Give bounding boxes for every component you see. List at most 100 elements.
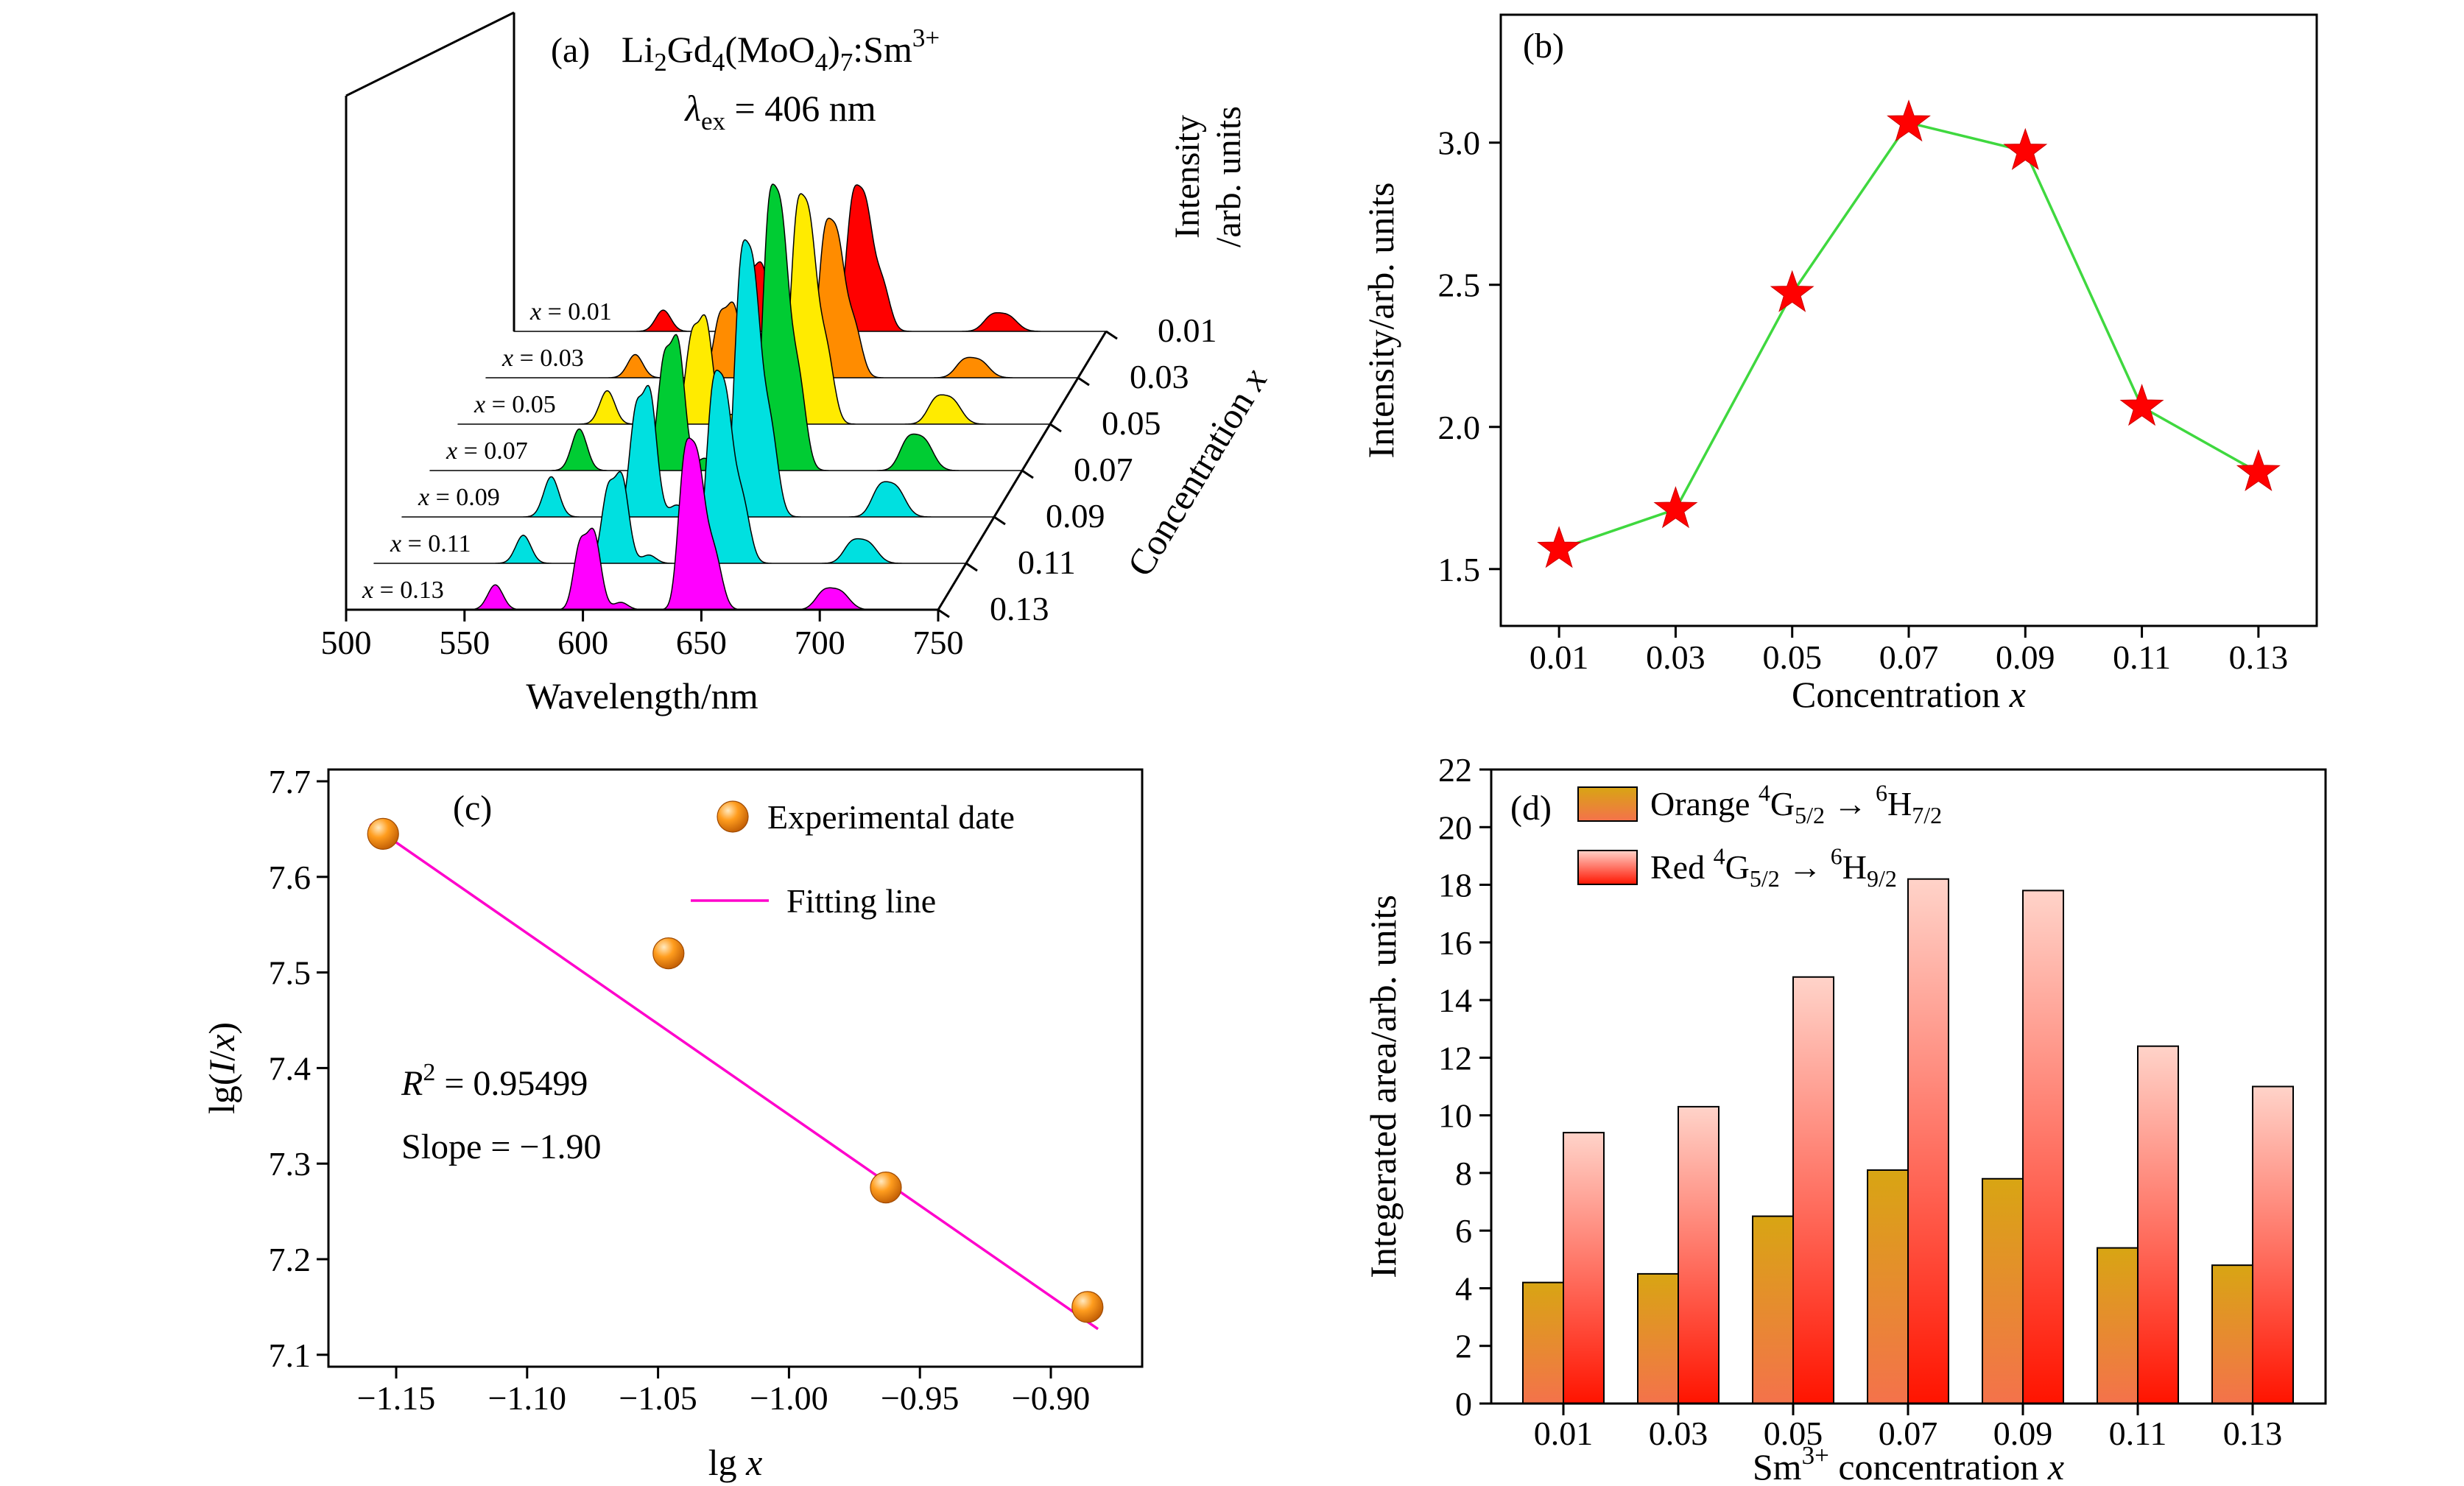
y-tick-label: 2.0 — [1438, 409, 1481, 446]
star-marker — [2119, 384, 2164, 426]
z-tick-label: 0.13 — [990, 590, 1049, 627]
line-plot: 1.5 2.0 2.5 3.0 0.01 0.03 0.05 0.07 0.09 0.11 0.13… — [1360, 13, 2318, 715]
y-axis-title: lg(I/x) — [201, 1022, 242, 1114]
data-point-sphere — [870, 1172, 902, 1204]
y-tick-label: 2 — [1455, 1328, 1472, 1365]
r-squared-annotation: R2 = 0.95499 — [401, 1059, 588, 1103]
spectrum-label: x = 0.07 — [446, 437, 528, 465]
y-tick-label: 16 — [1438, 924, 1472, 962]
x-tick-label: −0.95 — [881, 1379, 959, 1417]
y-axis-title: Intensity — [1168, 115, 1207, 239]
data-point-sphere — [367, 817, 399, 850]
z-tick-label: 0.01 — [1158, 311, 1217, 349]
y-tick-label: 7.4 — [269, 1049, 311, 1087]
x-tick-label: 0.01 — [1530, 638, 1589, 676]
x-tick-label: 700 — [795, 624, 845, 661]
panel-d-integrated-area-bars: 0 2 4 6 8 10 12 14 16 18 20 22 0.01 0.03 0.05 0.07 0.09 0… — [1362, 751, 2327, 1486]
star-marker — [2003, 127, 2048, 170]
red-bar — [1792, 976, 1834, 1405]
y-tick-label: 6 — [1455, 1212, 1472, 1250]
star-marker — [2236, 448, 2281, 492]
y-axis-title: Intensity/arb. units — [1360, 183, 1401, 459]
x-tick-label: 600 — [557, 624, 608, 661]
z-tick-label: 0.07 — [1074, 451, 1133, 488]
y-tick-label: 2.5 — [1438, 267, 1481, 304]
legend-sphere-icon — [717, 800, 749, 833]
legend-label: Red 4G5/2 → 6H9/2 — [1650, 843, 1897, 892]
panel-c-concentration-quenching-fit: −1.15 −1.10 −1.05 −1.00 −0.95 −0.90 7.1 7.2 7.3 7… — [201, 763, 1144, 1483]
panel-a-emission-spectra-waterfall: x = 0.01 x = 0.03 x = 0.05 x = 0.07 x = 0.09… — [321, 11, 1275, 716]
x-tick-label: 0.07 — [1879, 1415, 1938, 1452]
panel-label: (b) — [1523, 27, 1564, 66]
slope-annotation: Slope = −1.90 — [401, 1127, 601, 1166]
y-tick-label: 7.3 — [269, 1145, 311, 1183]
z-tick-label: 0.03 — [1130, 358, 1189, 395]
orange-bar — [1752, 1215, 1794, 1405]
z-tick-label: 0.09 — [1046, 497, 1105, 535]
scatter-plot: −1.15 −1.10 −1.05 −1.00 −0.95 −0.90 7.1 7.2 7.3 7… — [201, 763, 1144, 1483]
x-tick-label: 650 — [676, 624, 727, 661]
orange-bar — [1637, 1272, 1679, 1404]
data-line — [1558, 121, 2259, 551]
star-marker — [1887, 99, 1931, 142]
x-tick-label: −1.15 — [357, 1379, 435, 1417]
panel-label: (a) — [551, 31, 590, 70]
y-axis-title: /arb. units — [1209, 106, 1248, 247]
x-tick-label: 0.03 — [1646, 638, 1706, 676]
red-bar — [2252, 1085, 2294, 1404]
x-tick-label: 750 — [913, 624, 964, 661]
red-bar — [2022, 890, 2064, 1404]
x-tick-label: −0.90 — [1012, 1379, 1090, 1417]
spectrum-label: x = 0.03 — [501, 345, 584, 372]
y-tick-label: 0 — [1455, 1385, 1472, 1423]
y-tick-label: 3.0 — [1438, 124, 1481, 162]
legend-red-swatch — [1577, 850, 1638, 885]
data-point-sphere — [1071, 1291, 1104, 1323]
x-tick-label: 0.05 — [1762, 638, 1822, 676]
y-tick-label: 12 — [1438, 1039, 1472, 1077]
x-axis-title: lg x — [708, 1442, 763, 1483]
orange-bar — [2211, 1264, 2253, 1404]
legend-label: Orange 4G5/2 → 6H7/2 — [1650, 780, 1942, 828]
y-tick-label: 7.1 — [269, 1337, 311, 1374]
x-tick-label: 0.03 — [1649, 1415, 1708, 1452]
chart-title: Li2Gd4(MoO4)7:Sm3+ — [622, 24, 940, 77]
spectrum-label: x = 0.11 — [390, 530, 471, 557]
x-tick-label: 500 — [321, 624, 372, 661]
orange-bar — [1522, 1281, 1564, 1404]
y-tick-label: 8 — [1455, 1155, 1472, 1192]
z-tick-label: 0.05 — [1102, 404, 1161, 442]
x-tick-label: 0.11 — [2109, 1415, 2167, 1452]
y-axis-title: Integerated area/arb. units — [1362, 895, 1404, 1278]
spectrum-label: x = 0.05 — [474, 391, 556, 418]
y-tick-label: 7.5 — [269, 954, 311, 992]
x-axis-title: Wavelength/nm — [526, 675, 758, 716]
spectrum-label: x = 0.01 — [529, 298, 612, 325]
x-tick-label: 550 — [439, 624, 490, 661]
y-tick-label: 1.5 — [1438, 551, 1481, 588]
data-point-sphere — [652, 937, 685, 970]
panel-b-intensity-vs-concentration: 1.5 2.0 2.5 3.0 0.01 0.03 0.05 0.07 0.09 0.11 0.13… — [1360, 13, 2318, 715]
orange-bar — [1867, 1169, 1909, 1405]
x-tick-label: 0.13 — [2229, 638, 2289, 676]
chart-subtitle: λex = 406 nm — [683, 88, 876, 135]
y-tick-label: 4 — [1455, 1270, 1472, 1307]
x-tick-label: 0.13 — [2223, 1415, 2283, 1452]
y-tick-label: 14 — [1438, 982, 1472, 1019]
panel-label: (d) — [1510, 789, 1552, 828]
waterfall-plot: x = 0.01 x = 0.03 x = 0.05 x = 0.07 x = 0.09… — [321, 11, 1275, 716]
red-bar — [1563, 1132, 1605, 1404]
bar-plot: 0 2 4 6 8 10 12 14 16 18 20 22 0.01 0.03 0.05 0.07 0.09 0… — [1362, 751, 2327, 1486]
y-tick-label: 22 — [1438, 751, 1472, 789]
legend-orange-swatch — [1577, 786, 1638, 822]
x-tick-label: 0.01 — [1534, 1415, 1594, 1452]
spectrum-curve — [373, 370, 967, 564]
star-marker — [1653, 486, 1698, 529]
x-axis-title: Sm3+ concentration x — [1753, 1441, 2064, 1486]
x-axis-title: Concentration x — [1792, 674, 2026, 715]
red-bar — [1678, 1105, 1719, 1404]
spectrum-label: x = 0.09 — [418, 484, 500, 511]
legend-label: Fitting line — [786, 882, 936, 920]
star-marker — [1537, 526, 1582, 568]
